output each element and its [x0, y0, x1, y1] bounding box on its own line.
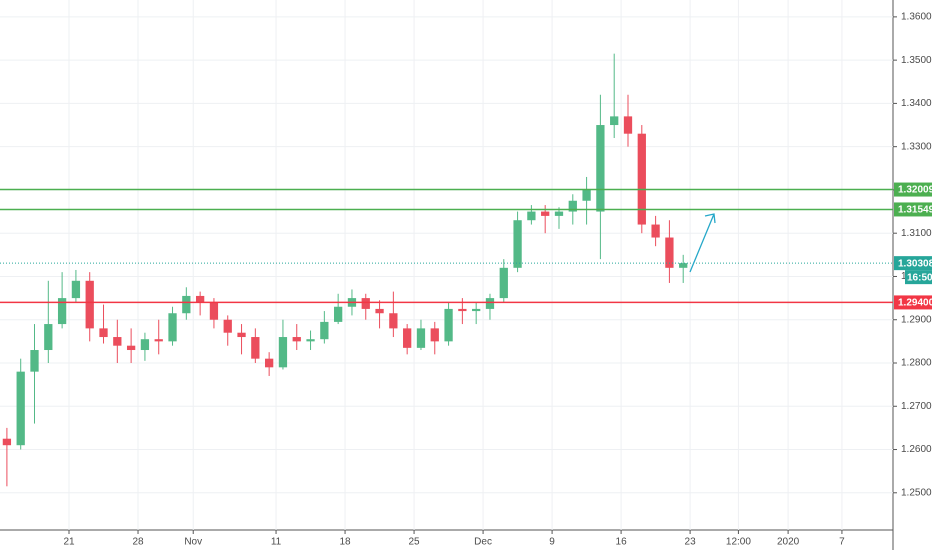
candle-body: [499, 267, 508, 299]
level-label-box: [894, 295, 932, 310]
candle-body: [554, 211, 564, 216]
x-tick-label: 18: [339, 537, 351, 548]
candle-body: [182, 295, 191, 314]
candle-body: [568, 200, 577, 212]
candle-body: [113, 337, 122, 346]
candle-body: [389, 313, 398, 329]
y-tick-label: 1.36000: [901, 12, 932, 23]
candle-body: [44, 324, 53, 351]
y-tick-label: 1.29000: [901, 314, 932, 325]
candle-body: [582, 189, 591, 201]
x-tick-label: 9: [549, 537, 555, 548]
level-label-box: [894, 182, 932, 197]
candle-body: [209, 302, 219, 320]
candle-body: [57, 298, 67, 325]
y-tick-label: 1.35000: [901, 55, 932, 66]
candle-body: [527, 211, 536, 221]
candle-body: [2, 438, 12, 446]
x-tick-label: Dec: [474, 537, 492, 548]
candle-body: [513, 220, 522, 268]
candle-body: [361, 298, 370, 309]
candle-body: [403, 328, 412, 348]
candle-body: [16, 371, 25, 446]
candle-body: [334, 306, 343, 322]
candle-body: [168, 313, 177, 342]
candle-body: [30, 350, 39, 372]
candle-body: [278, 337, 288, 368]
y-tick-label: 1.34000: [901, 98, 932, 109]
candle-body: [85, 280, 94, 329]
x-tick-label: 21: [63, 537, 75, 548]
x-tick-label: 7: [839, 537, 845, 548]
candle-body: [637, 133, 646, 225]
candle-body: [140, 339, 150, 351]
level-label-box: [894, 256, 932, 271]
y-tick-label: 1.26000: [901, 444, 932, 455]
y-tick-label: 1.25000: [901, 487, 932, 498]
candle-body: [651, 224, 660, 238]
candle-body: [71, 280, 81, 299]
candle-body: [237, 332, 246, 338]
arrow-annotation: [689, 213, 716, 273]
level-label: 1.30308: [898, 258, 932, 269]
x-tick-label: 12:00: [726, 537, 751, 548]
candle-body: [99, 328, 108, 338]
candle-body: [265, 358, 274, 368]
candle-body: [679, 263, 688, 268]
x-tick-label: 16: [616, 537, 628, 548]
candle-body: [320, 321, 329, 340]
candle-body: [541, 211, 550, 216]
candle-body: [472, 308, 481, 312]
countdown: 16:50: [907, 272, 932, 283]
x-tick-label: 23: [685, 537, 697, 548]
y-tick-label: 1.27000: [901, 401, 932, 412]
candle-body: [195, 295, 205, 303]
level-label: 1.32009: [898, 185, 932, 196]
candle-body: [306, 339, 315, 342]
y-tick-label: 1.28000: [901, 358, 932, 369]
x-tick-label: Nov: [184, 537, 202, 548]
x-tick-label: 25: [409, 537, 421, 548]
candle-body: [430, 328, 439, 342]
candle-body: [375, 308, 384, 314]
candle-body: [292, 337, 301, 342]
countdown-box: [905, 270, 932, 285]
x-tick-label: 11: [271, 537, 282, 548]
candle-body: [596, 125, 605, 212]
candle-body: [126, 345, 136, 351]
candle-body: [485, 298, 495, 309]
candle-body: [444, 308, 453, 342]
x-tick-label: 28: [132, 537, 144, 548]
candle-body: [223, 319, 232, 333]
candle-body: [665, 237, 674, 268]
candle-body: [154, 339, 163, 342]
y-tick-label: 1.33000: [901, 141, 932, 152]
candle-body: [251, 337, 260, 359]
candle-body: [623, 116, 633, 134]
candle-body: [458, 308, 467, 312]
x-tick-label: 2020: [777, 537, 800, 548]
candle-body: [610, 116, 619, 126]
y-tick-label: 1.31000: [901, 228, 932, 239]
level-label-box: [894, 202, 932, 217]
level-label: 1.31549: [898, 205, 932, 216]
candle-body: [416, 328, 426, 348]
level-label: 1.29400: [898, 298, 932, 309]
